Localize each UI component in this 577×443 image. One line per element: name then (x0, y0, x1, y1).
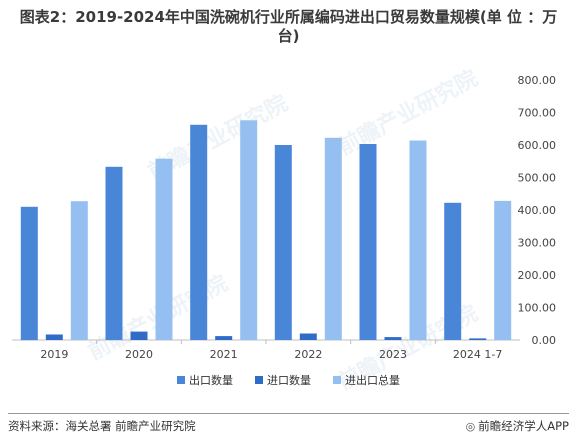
bar-进口数量-2024 1-7 (469, 338, 487, 340)
brand-text: 前瞻经济学人APP (478, 419, 569, 433)
legend-swatch (333, 376, 341, 384)
y-tick-label: 100.00 (518, 302, 557, 315)
legend-label: 进口数量 (267, 374, 311, 387)
bar-进口数量-2023 (384, 337, 402, 340)
bar-进出口总量-2021 (240, 120, 258, 340)
bar-进出口总量-2023 (409, 140, 427, 340)
x-tick-label: 2019 (40, 348, 68, 361)
x-tick-label: 2022 (294, 348, 322, 361)
legend-item: 进口数量 (255, 372, 311, 388)
y-tick-label: 800.00 (518, 74, 557, 87)
target-icon: ◎ (465, 419, 476, 433)
legend-item: 出口数量 (177, 372, 233, 388)
x-tick-label: 2023 (379, 348, 407, 361)
bar-出口数量-2022 (274, 145, 292, 340)
bar-进出口总量-2024 1-7 (494, 200, 512, 340)
y-tick-label: 500.00 (518, 172, 557, 185)
x-tick-label: 2021 (210, 348, 238, 361)
legend-swatch (255, 376, 263, 384)
bar-出口数量-2021 (190, 124, 208, 340)
source-text: 资料来源：海关总署 前瞻产业研究院 (8, 419, 196, 433)
y-tick-label: 600.00 (518, 139, 557, 152)
y-tick-label: 200.00 (518, 269, 557, 282)
bar-出口数量-2019 (20, 206, 38, 341)
bar-进口数量-2021 (215, 336, 233, 340)
bar-进口数量-2022 (299, 333, 317, 340)
bar-进口数量-2020 (130, 331, 148, 340)
x-tick-label: 2020 (125, 348, 153, 361)
y-tick-label: 0.00 (532, 334, 557, 347)
x-tick-label: 2024 1-7 (453, 348, 502, 361)
y-tick-label: 300.00 (518, 237, 557, 250)
bar-出口数量-2024 1-7 (444, 202, 462, 340)
y-tick-label: 400.00 (518, 204, 557, 217)
legend-label: 进出口总量 (345, 374, 400, 387)
bar-进出口总量-2020 (155, 158, 173, 340)
y-tick-label: 700.00 (518, 107, 557, 120)
chart-title: 图表2：2019-2024年中国洗碗机行业所属编码进出口贸易数量规模(单 位 ：… (19, 8, 558, 45)
bar-进口数量-2019 (45, 334, 63, 340)
bar-出口数量-2020 (105, 166, 123, 340)
footer: 资料来源：海关总署 前瞻产业研究院 ◎ 前瞻经济学人APP (8, 413, 569, 434)
legend-swatch (177, 376, 185, 384)
legend: 出口数量 进口数量 进出口总量 (0, 372, 577, 388)
bar-chart: 0.00 100.00 200.00 300.00 400.00 500.00 600.00… (12, 74, 557, 361)
brand: ◎ 前瞻经济学人APP (466, 418, 569, 434)
bar-进出口总量-2019 (70, 201, 88, 340)
legend-label: 出口数量 (189, 374, 233, 387)
bar-进出口总量-2022 (324, 137, 342, 340)
legend-item: 进出口总量 (333, 372, 400, 388)
bar-出口数量-2023 (359, 144, 377, 340)
